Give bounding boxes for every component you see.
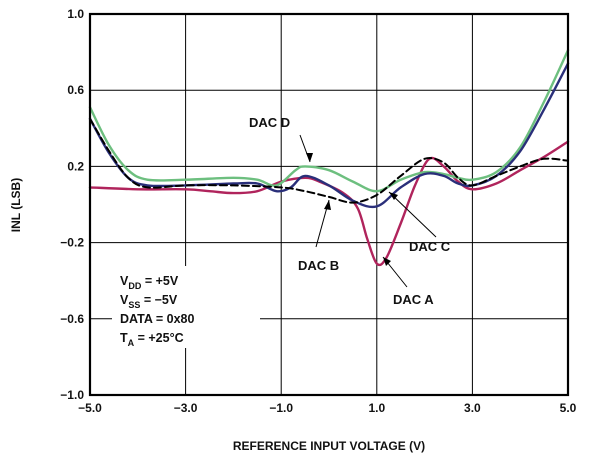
x-tick-labels: −5.0 −3.0 −1.0 1.0 3.0 5.0 (78, 401, 577, 415)
dac-b-label: DAC B (298, 258, 339, 273)
condition-data: DATA = 0x80 (120, 312, 194, 326)
dac-c-leader (388, 191, 437, 238)
dac-c-label: DAC C (409, 239, 451, 254)
series-line-dac-b (89, 117, 569, 204)
x-tick-label: −5.0 (78, 401, 102, 415)
x-tick-label: −1.0 (269, 401, 293, 415)
grid-lines (90, 14, 568, 395)
plot-frame (88, 12, 570, 397)
y-tick-label: 0.6 (67, 83, 84, 97)
condition-vss: VSS = −5V (120, 293, 178, 310)
dac-a-arrowhead (383, 257, 391, 266)
y-tick-label: −0.6 (60, 312, 84, 326)
y-tick-label: 0.2 (67, 159, 84, 173)
y-tick-label: 1.0 (67, 7, 84, 21)
condition-vdd: VDD = +5V (120, 274, 179, 291)
series-line-dac-d (88, 49, 570, 193)
test-conditions: VDD = +5V VSS = −5V DATA = 0x80 TA = +25… (120, 274, 194, 348)
x-tick-label: 5.0 (560, 401, 577, 415)
series-line-dac-c (88, 62, 570, 209)
x-axis-title: REFERENCE INPUT VOLTAGE (V) (233, 439, 425, 453)
series-layer (88, 49, 570, 267)
dac-a-label: DAC A (393, 292, 434, 307)
y-tick-labels: 1.0 0.6 0.2 −0.2 −0.6 −1.0 (60, 7, 84, 402)
y-tick-label: −1.0 (60, 388, 84, 402)
dac-d-arrowhead (306, 153, 313, 162)
condition-box-backdrop (112, 266, 260, 348)
dac-b-arrowhead (324, 200, 331, 210)
dac-d-label: DAC D (249, 115, 290, 130)
y-axis-title: INL (LSB) (9, 178, 23, 232)
condition-ta: TA = +25°C (120, 331, 184, 348)
y-tick-label: −0.2 (60, 236, 84, 250)
x-tick-label: 3.0 (464, 401, 481, 415)
x-tick-label: −3.0 (174, 401, 198, 415)
dac-c-arrowhead (389, 192, 398, 200)
series-line-dac-a (88, 140, 570, 267)
x-tick-label: 1.0 (368, 401, 385, 415)
